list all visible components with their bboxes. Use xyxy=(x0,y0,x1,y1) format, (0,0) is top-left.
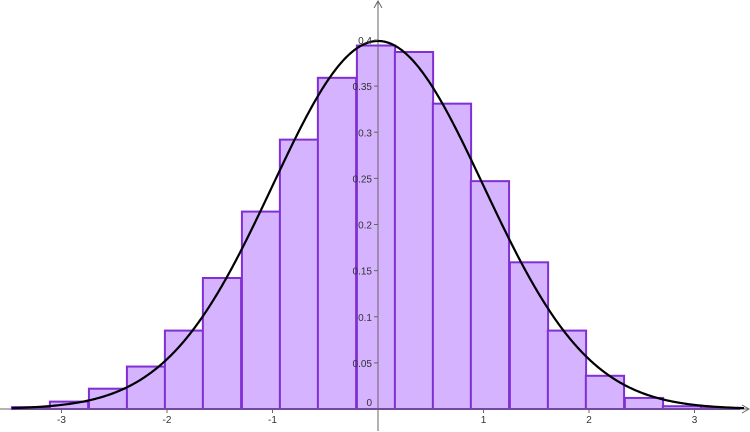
y-tick-label: 0.25 xyxy=(353,174,373,185)
x-tick-label: -3 xyxy=(57,415,66,426)
y-tick-label: 0.2 xyxy=(358,221,372,232)
histogram-bar xyxy=(623,396,665,410)
x-tick-label: 2 xyxy=(586,415,592,426)
histogram-bar xyxy=(546,329,588,410)
x-ticks: -3 -2 -1 1 2 3 xyxy=(57,409,698,426)
histogram-bar xyxy=(431,102,473,411)
y-axis-arrow-icon xyxy=(373,0,383,9)
histogram-bars xyxy=(10,44,741,411)
histogram-bar xyxy=(469,180,511,410)
histogram-bar xyxy=(393,50,435,411)
y-tick-label: 0.15 xyxy=(353,267,373,278)
origin-label: 0 xyxy=(366,398,372,409)
histogram-bar xyxy=(201,277,243,410)
histogram-bar xyxy=(355,44,397,410)
y-tick-label: 0.1 xyxy=(358,313,372,324)
y-tick-label: 0.35 xyxy=(353,82,373,93)
x-tick-label: -1 xyxy=(268,415,277,426)
y-tick-label: 0.3 xyxy=(358,128,372,139)
y-tick-label: 0.4 xyxy=(358,36,372,47)
x-tick-label: 1 xyxy=(481,415,487,426)
y-tick-label: 0.05 xyxy=(353,359,373,370)
histogram-bar xyxy=(508,261,550,410)
x-axis-arrow-icon xyxy=(741,404,750,414)
histogram-bar xyxy=(125,365,167,410)
x-tick-label: 3 xyxy=(692,415,698,426)
normal-curve xyxy=(11,39,745,410)
histogram-bar xyxy=(278,138,320,410)
x-tick-label: -2 xyxy=(163,415,172,426)
y-ticks: 0.05 0.1 0.15 0.2 0.25 0.3 0.35 0.4 xyxy=(353,36,378,370)
histogram-bar xyxy=(240,210,282,410)
histogram-bar xyxy=(316,76,358,410)
